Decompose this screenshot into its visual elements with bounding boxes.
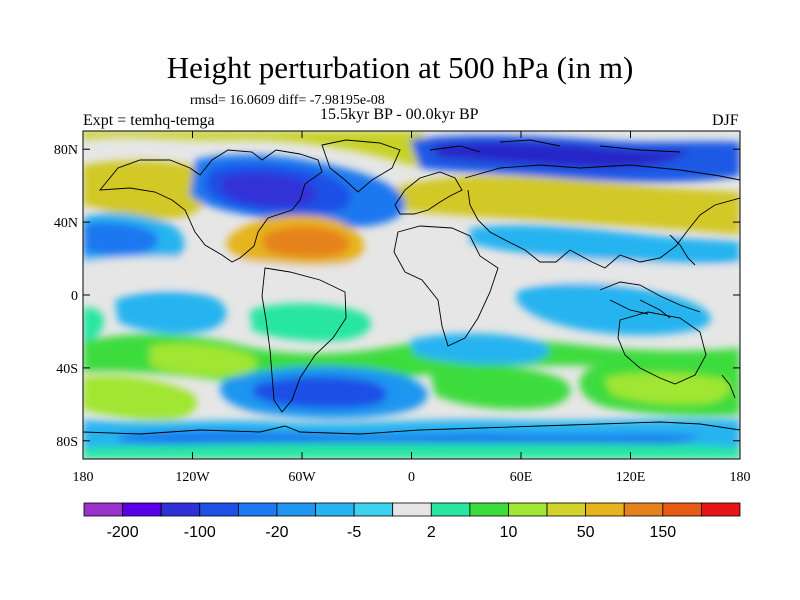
y-tick-label: 40N [54,216,78,231]
colorbar-swatch [585,502,625,517]
coast-australia [617,311,707,385]
tropics-plus-band [83,255,740,289]
colorbar-swatch [83,502,123,517]
colorbar-swatch [160,502,201,517]
south-pole-ridge [83,443,740,459]
coast-europe [394,171,463,215]
season-label: DJF [712,112,739,129]
sh-indian-ridge-core [605,372,731,405]
map-plot [83,131,740,459]
y-tick-label: 80S [56,435,78,450]
sh-indian-trough [410,333,550,365]
x-tick-label: 120W [175,470,210,485]
colorbar-swatch [276,502,316,517]
coast-south-america [261,267,347,413]
colorbar-swatch [237,502,278,517]
sh-atlantic-ridge [250,303,372,342]
coastlines [83,139,740,435]
tropical-pacific-trough [115,291,227,334]
sh-atlantic-trough-core [252,376,388,409]
sh-pacific-ridge [83,375,198,421]
colorbar-swatch [662,502,702,517]
colorbar-swatch [392,502,432,517]
x-tick-label: 120E [616,470,646,485]
x-tick-label: 60W [288,470,316,485]
colorbar-swatch [469,502,509,517]
arctic-trough-core [430,141,690,169]
experiment-label: Expt = temhq-temga [83,112,215,129]
colorbar-swatch [508,502,548,517]
arctic-ridge-band [83,131,455,170]
colorbar-label: -20 [265,524,288,541]
colorbar-label: 50 [577,524,595,541]
indian-trough [516,282,711,336]
antarctic-trough-core [120,431,700,447]
colorbar-swatch [430,502,471,517]
colorbar-swatch [353,502,394,517]
colorbar-swatch [315,502,355,517]
coast-new-zealand [721,374,736,399]
colorbar-swatch [199,502,239,517]
coast-japan [669,234,696,266]
y-tick-label: 80N [54,143,78,158]
coast-north-america [98,149,323,263]
colorbar-label: -5 [347,524,361,541]
x-tick-label: 0 [408,470,415,485]
colorbar-swatch [701,502,741,517]
y-tick-label: 40S [56,362,78,377]
na-trough-core [220,173,317,208]
y-tick-label: 0 [71,289,78,304]
colorbar-label: 10 [500,524,518,541]
colorbar-swatch [546,502,587,517]
colorbar-label: -100 [184,524,216,541]
x-tick-label: 180 [730,470,751,485]
sh-east-pacific-ridge [430,366,571,410]
atlantic-ridge-core [262,226,350,258]
x-tick-label: 180 [73,470,94,485]
colorbar-label: -200 [107,524,139,541]
eurasian-lowlat-trough [470,225,740,264]
chart-title: Height perturbation at 500 hPa (in m) [166,50,634,85]
coast-arctic-islands [429,139,681,153]
westpac-trough-core [83,222,159,256]
colorbar: -200 -100 -20 -5 2 10 50 150 [83,502,741,541]
coast-greenland [321,139,401,193]
colorbar-swatch [122,502,162,517]
stats-text: rmsd= 16.0609 diff= -7.98195e-08 [190,93,385,108]
colorbar-label: 150 [649,524,676,541]
coast-africa [393,225,499,347]
colorbar-swatch [623,502,664,517]
coast-antarctica [83,421,740,435]
pacific-ridge [83,160,211,220]
colorbar-label: 2 [427,524,436,541]
sh-ridge-yellow [150,343,258,377]
coast-asia [464,164,740,269]
eurasia-ridge [390,175,740,235]
sh-subtrop-ridge-1 [83,307,104,342]
axis-ticks: 180 120W 60W 0 60E 120E 180 80N 40N 0 40S 80S [54,131,751,485]
x-tick-label: 60E [510,470,533,485]
period-label: 15.5kyr BP - 00.0kyr BP [320,106,479,123]
